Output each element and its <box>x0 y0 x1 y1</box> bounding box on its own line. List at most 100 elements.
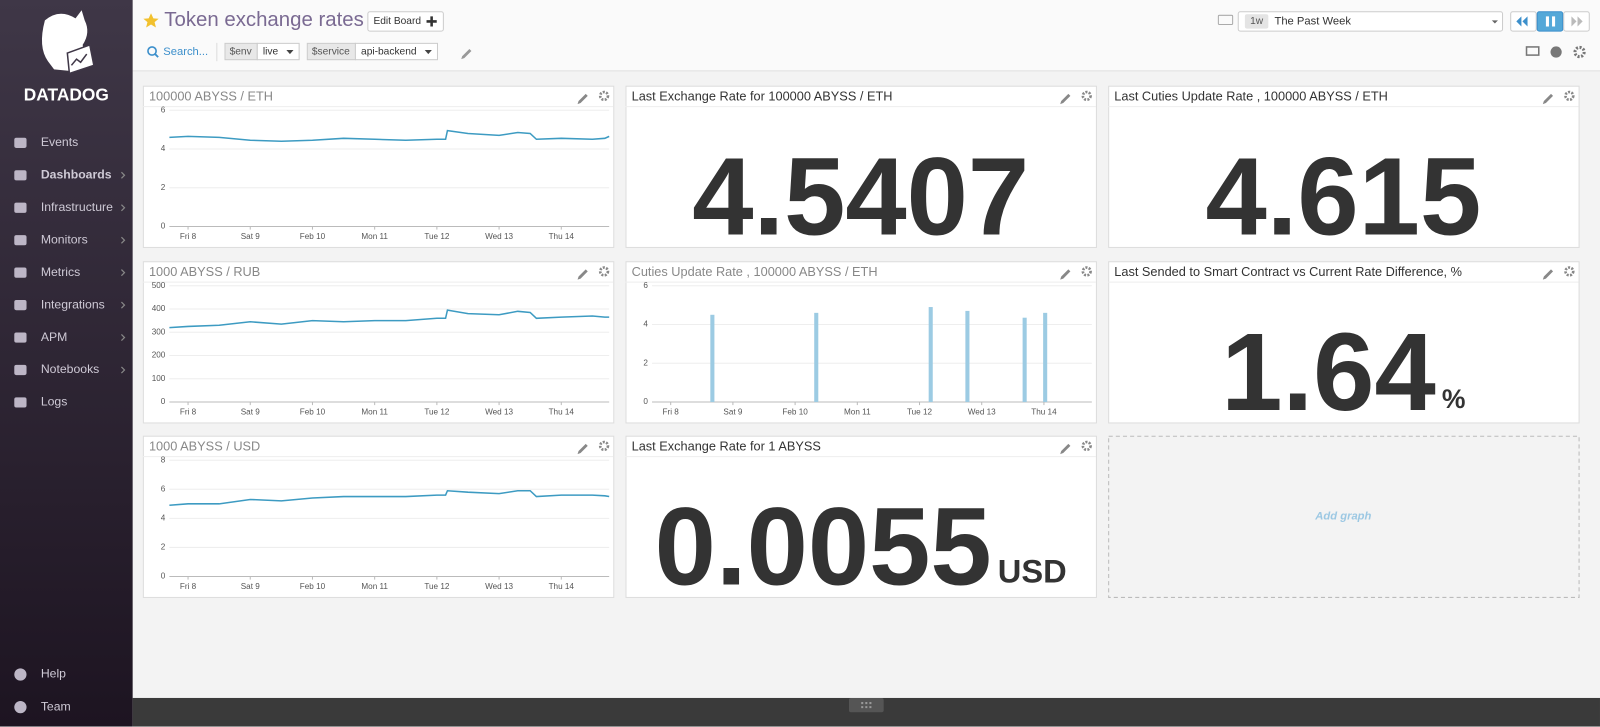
variable-value-box <box>256 42 300 61</box>
pause-icon <box>1545 16 1556 27</box>
widget: 1000 ABYSS / RUB 0 100 200 300 400 500 Fri 8 Sat… <box>142 261 615 424</box>
nav-chevron <box>120 301 126 309</box>
widget: 1000 ABYSS / USD 0 2 4 6 8 Fri 8 Sat 9 Feb 10 Mon… <box>142 435 615 598</box>
widget: Last Cuties Update Rate , 100000 ABYSS /… <box>1108 85 1580 259</box>
y-tick-label: 400 <box>152 304 166 313</box>
nav-item[interactable]: Events <box>14 135 78 149</box>
bar <box>965 310 970 403</box>
x-tick-label: Feb 10 <box>300 407 326 416</box>
query-value: 4.615 <box>1205 136 1481 259</box>
widget-settings-icon[interactable] <box>1081 266 1092 277</box>
x-tick-label: Fri 8 <box>180 407 197 416</box>
widget-settings-icon[interactable] <box>598 440 610 452</box>
resize-handle[interactable] <box>848 697 884 713</box>
nav-item[interactable]: Logs <box>14 395 67 409</box>
series-line <box>169 489 610 507</box>
edit-board-button[interactable] <box>367 11 444 32</box>
widget-settings-icon[interactable] <box>1564 266 1575 277</box>
nav-item[interactable]: APM <box>14 330 126 344</box>
nav-icon <box>14 235 27 246</box>
edit-widget-icon[interactable] <box>577 269 588 280</box>
dropdown-caret <box>1491 20 1498 24</box>
query-value: 0.0055 USD <box>655 486 1067 609</box>
edit-board-label: Edit Board <box>373 16 421 27</box>
edit-widget-icon[interactable] <box>1542 93 1554 105</box>
nav-label: Team <box>41 699 71 713</box>
info-icon[interactable] <box>1550 46 1562 58</box>
bar <box>1022 317 1027 403</box>
bar <box>710 314 715 403</box>
logo-chart <box>66 43 95 75</box>
nav-item[interactable]: Team <box>14 699 71 714</box>
logo-icon[interactable] <box>41 10 95 75</box>
nav-label: Dashboards <box>41 168 112 182</box>
widget-title: Last Exchange Rate for 100000 ABYSS / ET… <box>632 88 893 103</box>
variable-value: live <box>263 47 279 58</box>
settings-icon[interactable] <box>1573 45 1586 59</box>
edit-widget-icon[interactable] <box>1060 93 1071 105</box>
widget-settings-icon[interactable] <box>598 266 610 277</box>
variable-value-box <box>354 42 438 61</box>
tv-mode-icon[interactable] <box>1525 46 1540 56</box>
add-graph[interactable]: Add graph <box>1108 435 1580 598</box>
nav-item[interactable]: Monitors <box>14 232 126 246</box>
nav-item[interactable]: Infrastructure <box>14 200 126 214</box>
pause-button[interactable] <box>1536 11 1564 32</box>
widget-settings-icon[interactable] <box>1564 90 1575 102</box>
template-variable[interactable]: $env live <box>224 42 300 61</box>
x-tick-label: Mon 11 <box>361 407 388 416</box>
widget-settings-icon[interactable] <box>598 90 610 102</box>
y-tick-label: 0 <box>161 222 166 231</box>
edit-widget-icon[interactable] <box>577 443 588 455</box>
nav-item[interactable]: Notebooks <box>14 362 126 376</box>
nav-item[interactable]: Metrics <box>14 265 126 279</box>
x-tick-label: Sat 9 <box>241 232 261 241</box>
series-line <box>169 129 610 142</box>
widget-settings-icon[interactable] <box>1081 440 1092 452</box>
keyboard-icon[interactable] <box>1217 14 1234 25</box>
add-graph-box <box>1108 435 1580 598</box>
query-value-number: 1.64 <box>1221 311 1435 434</box>
x-tick-label: Sat 9 <box>241 407 261 416</box>
widget: Cuties Update Rate , 100000 ABYSS / ETH 0… <box>625 261 1097 424</box>
resize-handle-dots <box>861 702 872 709</box>
widget: 100000 ABYSS / ETH 0 2 4 6 Fri 8 Sat 9 Feb 10 Mo… <box>142 85 615 248</box>
favorite-star[interactable] <box>143 13 159 28</box>
bar <box>814 312 819 403</box>
nav-chevron <box>120 236 126 244</box>
x-tick-label: Wed 13 <box>485 407 513 416</box>
x-tick-label: Tue 12 <box>424 407 450 416</box>
x-tick-label: Tue 12 <box>424 582 450 591</box>
x-tick-label: Sat 9 <box>723 407 743 416</box>
x-tick-label: Feb 10 <box>782 407 808 416</box>
x-tick-label: Fri 8 <box>180 232 197 241</box>
template-variable[interactable]: $service api-backend <box>306 42 438 61</box>
plus-icon <box>426 16 437 27</box>
edit-variables-icon[interactable] <box>461 48 472 60</box>
nav-label: Logs <box>41 395 68 409</box>
nav-label: Help <box>41 667 66 681</box>
x-tick-label: Wed 13 <box>485 582 513 591</box>
nav-icon <box>14 701 27 714</box>
timeframe-select[interactable] <box>1237 11 1504 32</box>
nav-icon <box>14 202 27 213</box>
edit-widget-icon[interactable] <box>1060 269 1071 280</box>
nav-chevron <box>120 334 126 342</box>
timeframe-badge: 1w <box>1250 16 1264 27</box>
nav-item[interactable]: Dashboards <box>14 168 126 182</box>
query-value-number: 4.615 <box>1205 136 1481 259</box>
nav-item[interactable]: Integrations <box>14 297 126 311</box>
x-tick-label: Mon 11 <box>844 407 871 416</box>
nav-chevron <box>120 269 126 277</box>
sidebar-nav: Events Dashboards Infrastructure Monitors Me… <box>14 135 126 714</box>
widget-settings-icon[interactable] <box>1081 90 1092 102</box>
edit-widget-icon[interactable] <box>1060 443 1071 455</box>
edit-widget-icon[interactable] <box>577 93 588 105</box>
nav-item[interactable]: Help <box>14 667 66 681</box>
search-input[interactable]: Search... <box>163 46 208 58</box>
widget-frame <box>142 261 615 424</box>
edit-widget-icon[interactable] <box>1542 269 1554 280</box>
y-tick-label: 200 <box>152 351 166 360</box>
